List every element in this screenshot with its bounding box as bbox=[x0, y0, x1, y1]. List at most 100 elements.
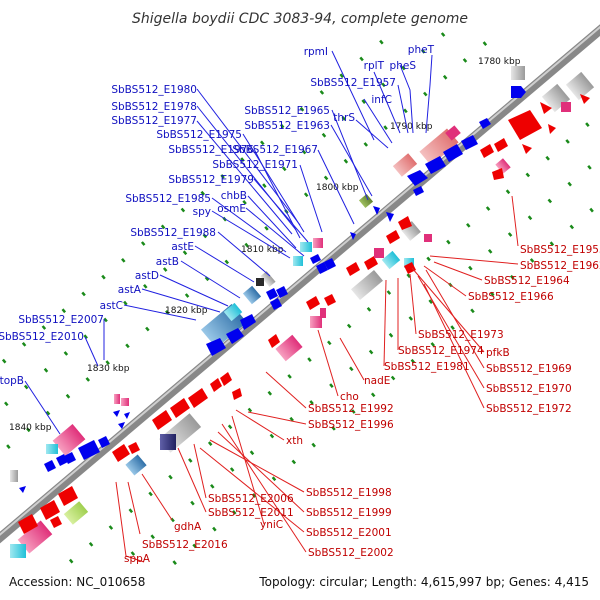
gene-label[interactable]: SbBS512_E1962 bbox=[520, 260, 600, 272]
gene-label[interactable]: yniC bbox=[260, 519, 283, 531]
tick-dot bbox=[329, 383, 334, 388]
gene-label[interactable]: astC bbox=[100, 300, 123, 312]
gene-label[interactable]: SbBS512_E2016 bbox=[142, 539, 228, 551]
cds-arrow bbox=[413, 186, 424, 196]
tick-dot bbox=[403, 108, 408, 114]
tick-dot bbox=[165, 310, 170, 315]
gene-label[interactable]: SbBS512_E1953 bbox=[520, 244, 600, 256]
cds-arrow bbox=[98, 436, 110, 448]
map-title: Shigella boydii CDC 3083-94, complete ge… bbox=[132, 11, 468, 27]
gene-label[interactable]: nadE bbox=[364, 375, 390, 387]
gene-label[interactable]: pheS bbox=[390, 60, 417, 72]
gene-label[interactable]: SbBS512_E1965 bbox=[244, 105, 330, 117]
kbp-scale: 1780 kbp 1790 kbp 1800 kbp 1810 kbp 1820… bbox=[9, 57, 521, 433]
tick-dot bbox=[251, 493, 257, 498]
gene-label[interactable]: chbB bbox=[221, 190, 247, 202]
tick-dot bbox=[182, 250, 188, 256]
cds-arrow bbox=[461, 135, 478, 150]
tick-dot bbox=[262, 183, 267, 188]
tick-dot bbox=[63, 351, 69, 356]
gene-label[interactable]: SbBS512_E1963 bbox=[244, 120, 330, 132]
gene-label[interactable]: sppA bbox=[124, 553, 151, 565]
gene-block bbox=[313, 238, 323, 248]
gene-label[interactable]: xth bbox=[286, 435, 303, 447]
tick-dot bbox=[428, 299, 433, 304]
tick-dot bbox=[125, 343, 130, 349]
tick-dot bbox=[468, 265, 473, 271]
cds-arrow bbox=[310, 254, 321, 264]
cds-arrow bbox=[19, 486, 26, 493]
gene-label[interactable]: SbBS512_E1967 bbox=[232, 144, 318, 156]
tick-dot bbox=[343, 158, 349, 164]
gene-label[interactable]: SbBS512_E1988 bbox=[130, 227, 216, 239]
tick-dot bbox=[210, 484, 215, 489]
gene-label[interactable]: SbBS512_E1992 bbox=[308, 403, 394, 415]
gene-block bbox=[358, 193, 374, 209]
gene-label[interactable]: SbBS512_E1969 bbox=[486, 363, 572, 375]
gene-label[interactable]: SbBS512_E2007 bbox=[18, 314, 104, 326]
gene-label[interactable]: rplT bbox=[364, 60, 385, 72]
gene-label[interactable]: SbBS512_E1973 bbox=[418, 329, 504, 341]
tick-dot bbox=[341, 116, 347, 121]
gene-label[interactable]: SbBS512_E1971 bbox=[212, 159, 298, 171]
gene-block bbox=[46, 444, 58, 454]
gene-label[interactable]: SbBS512_E1999 bbox=[306, 507, 392, 519]
gene-label[interactable]: astD bbox=[135, 270, 159, 282]
gene-label[interactable]: infC bbox=[371, 94, 392, 106]
gene-label[interactable]: spy bbox=[193, 206, 211, 218]
gene-label[interactable]: SbBS512_E1998 bbox=[306, 487, 392, 499]
gene-label[interactable]: astB bbox=[156, 256, 179, 268]
cds-arrow bbox=[118, 422, 125, 429]
gene-label[interactable]: SbBS512_E1966 bbox=[468, 291, 554, 303]
gene-label[interactable]: SbBS512_E1974 bbox=[398, 345, 484, 357]
tick-dot bbox=[462, 58, 468, 63]
gene-label[interactable]: SbBS512_E1964 bbox=[484, 275, 570, 287]
gene-block bbox=[256, 278, 264, 286]
gene-label[interactable]: SbBS512_E2002 bbox=[308, 547, 394, 559]
cds-arrow bbox=[508, 110, 542, 140]
cds-arrow bbox=[443, 144, 463, 162]
gene-label[interactable]: thrS bbox=[333, 112, 355, 124]
gene-label[interactable]: topB bbox=[0, 375, 24, 387]
gene-label[interactable]: SbBS512_E1975 bbox=[156, 129, 242, 141]
gene-label[interactable]: SbBS512_E1976 bbox=[168, 144, 254, 156]
gene-label[interactable]: SbBS512_E1970 bbox=[486, 383, 572, 395]
gene-label[interactable]: SbBS512_E1985 bbox=[125, 193, 211, 205]
gene-block bbox=[445, 125, 461, 141]
reverse-gene-labels: SbBS512_E1953 SbBS512_E1962 SbBS512_E196… bbox=[124, 244, 600, 565]
tick-dot bbox=[65, 393, 71, 399]
tick-dot bbox=[379, 39, 384, 45]
tick-dot bbox=[351, 409, 356, 414]
tick-dot bbox=[585, 122, 590, 127]
cds-arrow bbox=[232, 388, 242, 400]
gene-label[interactable]: SbBS512_E1980 bbox=[111, 84, 197, 96]
cds-arrow bbox=[276, 286, 288, 298]
gene-label[interactable]: pfkB bbox=[486, 347, 510, 359]
gene-label[interactable]: SbBS512_E1996 bbox=[308, 419, 394, 431]
gene-label[interactable]: SbBS512_E1957 bbox=[310, 77, 396, 89]
gene-label[interactable]: SbBS512_E1979 bbox=[168, 174, 254, 186]
gene-label[interactable]: cho bbox=[340, 391, 359, 403]
gene-label[interactable]: SbBS512_E2006 bbox=[208, 493, 294, 505]
cds-arrow bbox=[170, 398, 190, 418]
gene-label[interactable]: SbBS512_E1981 bbox=[384, 361, 470, 373]
gene-label[interactable]: rpmI bbox=[304, 46, 328, 58]
gene-label[interactable]: SbBS512_E1978 bbox=[111, 101, 197, 113]
gene-label[interactable]: SbBS512_E2010 bbox=[0, 331, 84, 343]
tick-dot bbox=[339, 73, 344, 79]
tick-dot bbox=[240, 157, 245, 162]
gene-label[interactable]: astE bbox=[171, 241, 194, 253]
gene-label[interactable]: SbBS512_E1972 bbox=[486, 403, 572, 415]
forward-strand-features bbox=[10, 66, 526, 493]
gene-label[interactable]: pheT bbox=[408, 44, 435, 56]
gene-label[interactable]: astA bbox=[118, 284, 142, 296]
gene-label[interactable]: osmE bbox=[217, 203, 246, 215]
gene-label[interactable]: gdhA bbox=[174, 521, 202, 533]
gene-label[interactable]: SbBS512_E1977 bbox=[111, 115, 197, 127]
gene-label[interactable]: SbBS512_E2001 bbox=[306, 527, 392, 539]
tick-dot bbox=[331, 426, 336, 431]
tick-dot bbox=[101, 274, 106, 280]
tick-dot bbox=[309, 400, 314, 405]
gene-label[interactable]: SbBS512_E2011 bbox=[208, 507, 294, 519]
cds-arrow bbox=[266, 288, 278, 300]
